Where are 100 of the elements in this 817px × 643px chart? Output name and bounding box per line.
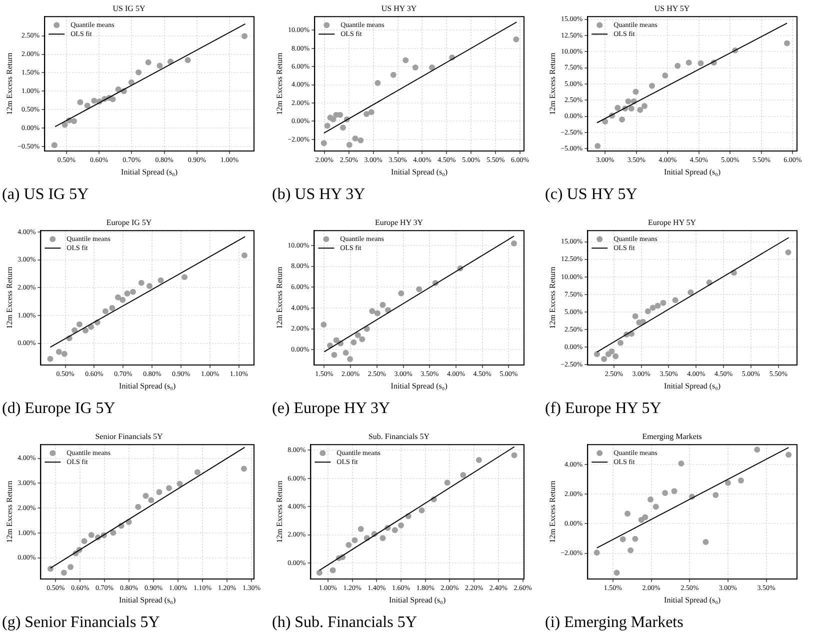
point [114,294,121,300]
point [81,538,88,544]
text: (c) US HY 5Y [545,186,638,204]
point [614,104,621,111]
point [320,140,327,146]
point [637,106,644,113]
point [91,98,98,104]
point [619,116,626,123]
point [624,510,631,517]
point [47,356,54,362]
point [331,352,338,358]
point [102,308,109,314]
point [642,102,648,109]
point [418,507,425,514]
point [476,456,482,463]
point [120,296,126,303]
point [654,302,661,309]
x-axis-title: Initial Spread (s₀) [664,595,721,604]
point [354,332,361,338]
point [333,337,340,344]
point [510,240,517,246]
point [363,110,370,117]
x-axis-title: Initial Spread (s₀) [390,381,448,390]
point [76,321,82,328]
point [678,460,684,467]
point [660,300,666,306]
point [671,488,678,494]
point [614,570,620,576]
point [136,69,142,76]
y-axis-title: 12m Excess Return [274,266,284,329]
chart-title: Emerging Markets [642,432,702,441]
point [368,109,374,116]
point [369,308,376,314]
chart-title: US IG 5Y [112,4,146,13]
point [712,492,719,498]
point [182,274,188,280]
x-axis-title: Initial Spread (s₀) [664,167,721,176]
point [652,504,659,510]
point [374,310,380,316]
point [194,469,200,476]
point [130,288,136,295]
point [444,480,450,486]
point [511,452,518,458]
point [352,537,358,544]
point [342,350,349,356]
point [330,567,336,574]
point [784,40,790,46]
point [380,302,386,308]
point [156,489,162,496]
point [460,472,466,478]
y-axis-title: 12m Excess Return [548,52,557,115]
chart-title: Europe HY 3Y [374,218,424,227]
point [674,62,681,69]
point [51,142,58,148]
point [412,64,418,71]
point [754,446,760,453]
point [316,570,322,576]
y-axis-title: 12m Excess Return [548,480,557,543]
text: (b) US HY 3Y [272,186,366,204]
point [347,356,354,362]
point [330,116,336,122]
chart-title: Europe IG 5Y [106,218,152,227]
y-axis-title: 12m Excess Return [274,480,284,543]
point [380,535,386,542]
point [672,297,678,304]
point [110,530,116,536]
text: (h) Sub. Financials 5Y [272,614,418,632]
x-axis-title: Initial Spread (s₀) [389,595,446,604]
point [601,356,608,362]
x-axis-title: Initial Spread (s₀) [391,167,448,176]
point [184,57,191,64]
point [359,336,366,342]
point [242,33,248,40]
text: (e) Europe HY 3Y [272,400,392,418]
point [786,452,792,458]
text: (f) Europe HY 5Y [545,400,662,418]
point [135,504,142,510]
chart-title: Senior Financials 5Y [95,432,163,441]
point [686,60,692,66]
point [608,348,615,354]
point [662,490,668,496]
point [88,532,94,538]
y-axis-title: 12m Excess Return [548,266,557,329]
point [632,536,638,542]
point [352,136,358,142]
point [340,124,346,131]
point [628,106,634,112]
point [145,59,152,66]
point [61,350,68,357]
y-axis-title: 12m Excess Return [4,480,14,543]
point [346,542,352,548]
point [398,290,404,296]
point [124,290,130,296]
y-axis-title: 12m Excess Return [4,266,14,329]
x-axis-title: Initial Spread (s₀) [119,595,176,604]
point [648,496,654,502]
point [642,514,648,520]
point [738,478,744,484]
point [176,480,183,487]
point [650,304,656,311]
